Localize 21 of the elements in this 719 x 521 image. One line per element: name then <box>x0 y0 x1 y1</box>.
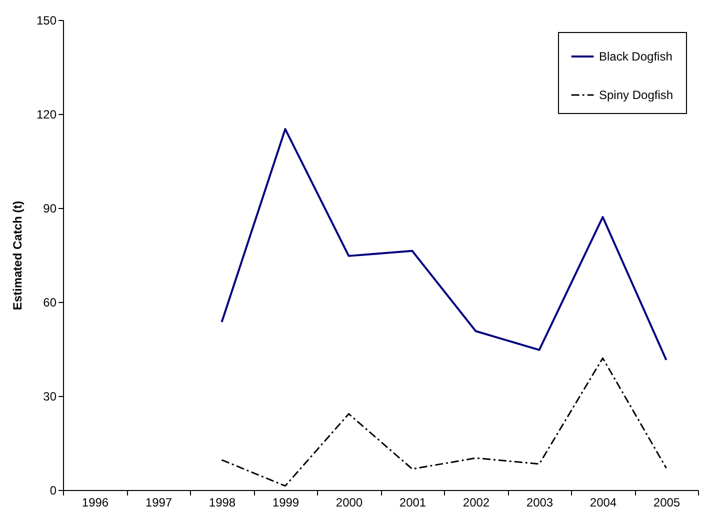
x-tick-label: 2003 <box>526 496 554 510</box>
line-series <box>221 357 667 487</box>
line-series <box>220 128 668 361</box>
x-tick-label: 2001 <box>399 496 426 510</box>
legend-label: Black Dogfish <box>599 50 672 64</box>
x-tick-label: 2005 <box>653 496 680 510</box>
y-axis-title: Estimated Catch (t) <box>10 200 24 310</box>
x-tick-label: 2002 <box>462 496 490 510</box>
x-tick-label: 2004 <box>590 496 617 510</box>
y-tick-label: 0 <box>50 484 57 498</box>
y-tick-label: 90 <box>43 202 57 216</box>
x-tick-label: 2000 <box>336 496 363 510</box>
y-tick-label: 60 <box>43 296 57 310</box>
x-tick-label: 1996 <box>82 496 109 510</box>
y-tick-label: 120 <box>36 108 57 122</box>
y-tick-label: 150 <box>36 14 57 28</box>
x-tick-label: 1997 <box>145 496 172 510</box>
y-tick-label: 30 <box>43 390 57 404</box>
legend-label: Spiny Dogfish <box>599 88 674 102</box>
x-tick-label: 1999 <box>272 496 300 510</box>
x-tick-label: 1998 <box>208 496 236 510</box>
